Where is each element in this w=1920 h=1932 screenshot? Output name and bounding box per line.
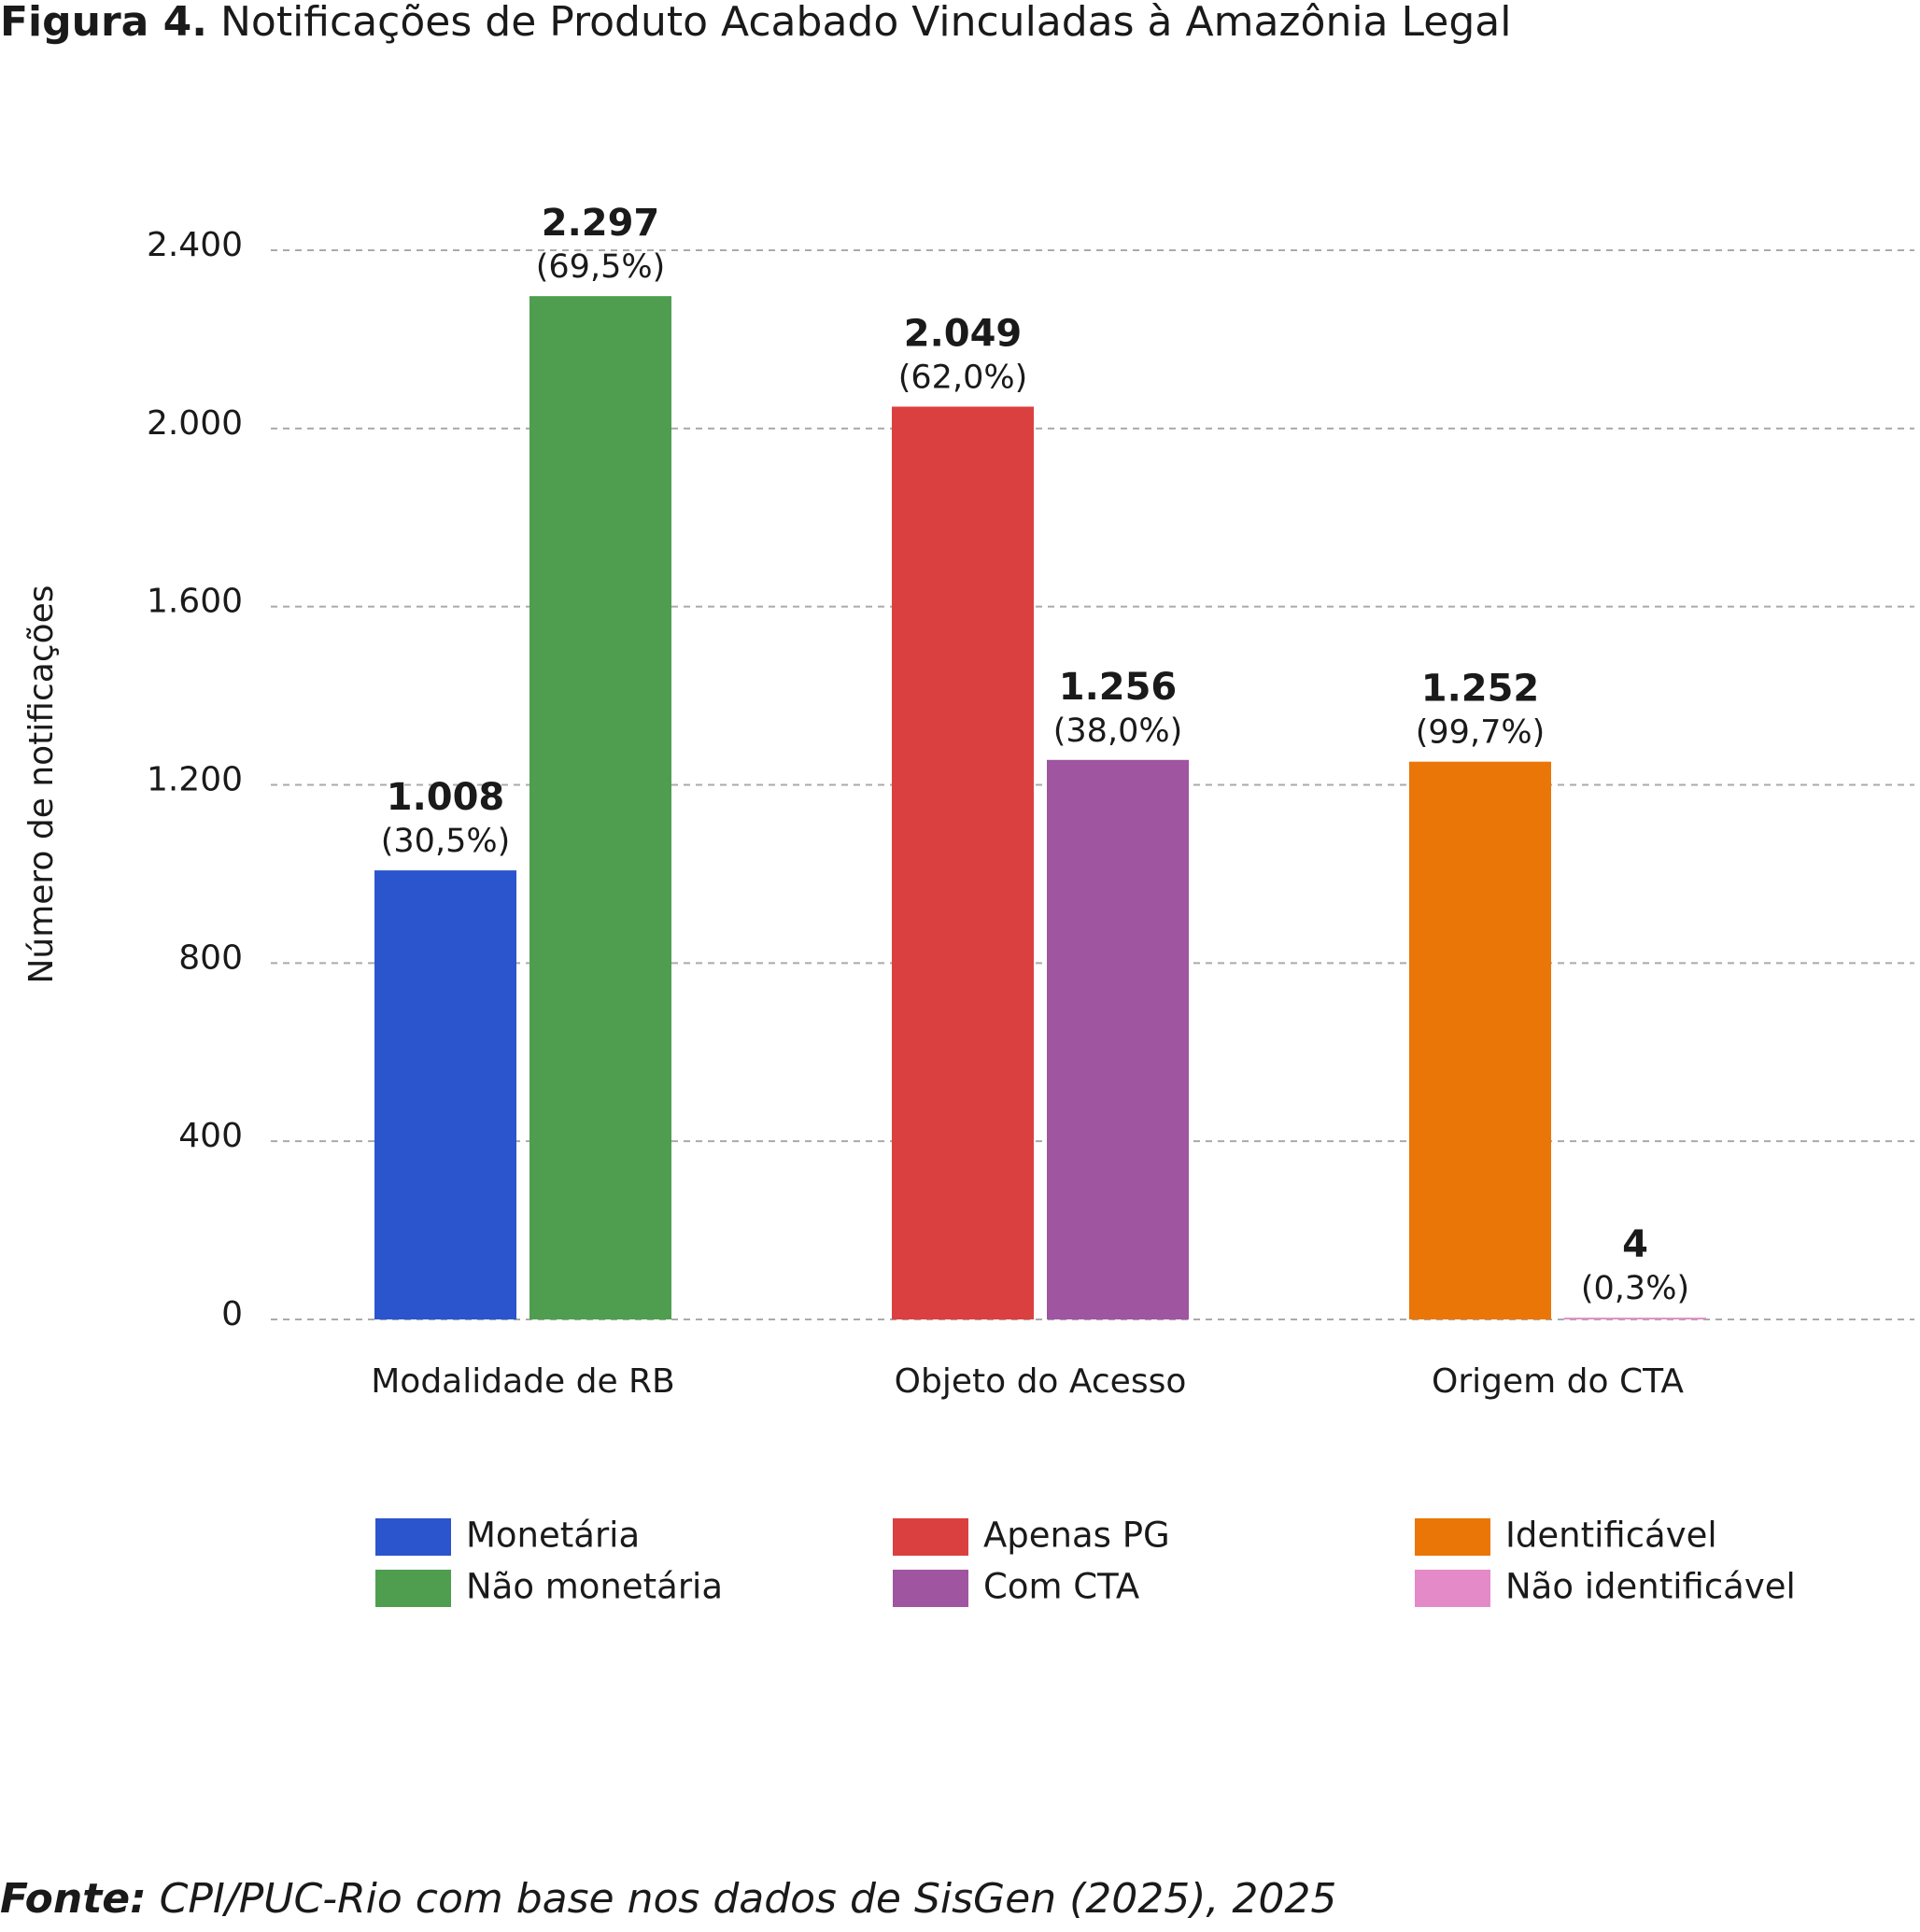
value-label: 1.008 <box>387 776 505 819</box>
y-tick-label: 800 <box>178 938 243 977</box>
value-label: 2.049 <box>904 312 1023 355</box>
x-tick-label: Origem do CTA <box>1432 1362 1684 1401</box>
value-label: 2.297 <box>542 202 660 245</box>
value-label: 4 <box>1622 1223 1648 1266</box>
bar <box>374 870 516 1319</box>
x-tick-label: Modalidade de RB <box>371 1362 675 1401</box>
legend-label: Monetária <box>466 1516 640 1556</box>
legend-swatch <box>375 1518 451 1556</box>
legend-label: Identificável <box>1505 1516 1717 1556</box>
title-text: Notificações de Produto Acabado Vinculad… <box>220 0 1511 46</box>
share-label: (30,5%) <box>381 823 511 860</box>
bar <box>892 406 1034 1319</box>
share-label: (62,0%) <box>898 359 1028 396</box>
bar <box>1047 759 1189 1319</box>
legend-swatch <box>893 1570 968 1607</box>
value-label: 1.256 <box>1059 666 1178 709</box>
chart-title: Figura 4. Notificações de Produto Acabad… <box>0 0 1511 46</box>
legend-label: Apenas PG <box>983 1516 1170 1556</box>
share-label: (99,7%) <box>1416 714 1546 752</box>
bar <box>1564 1318 1706 1319</box>
source-text: CPI/PUC-Rio com base nos dados de SisGen… <box>160 1875 1337 1923</box>
share-label: (38,0%) <box>1053 712 1183 750</box>
y-tick-label: 0 <box>221 1295 243 1333</box>
share-label: (0,3%) <box>1581 1270 1689 1307</box>
y-tick-label: 400 <box>178 1117 243 1155</box>
y-axis-title: Número de notificações <box>22 585 61 983</box>
bar <box>529 296 671 1319</box>
bar <box>1409 761 1551 1319</box>
y-tick-label: 2.000 <box>147 404 243 443</box>
figure-label: Figura 4. <box>0 0 207 46</box>
legend-swatch <box>893 1518 968 1556</box>
source-label: Fonte: <box>0 1875 147 1923</box>
y-tick-label: 1.600 <box>147 583 243 621</box>
share-label: (69,5%) <box>536 248 666 286</box>
source: Fonte: CPI/PUC-Rio com base nos dados de… <box>0 1875 1336 1923</box>
legend-swatch <box>375 1570 451 1607</box>
legend-label: Não monetária <box>466 1567 723 1607</box>
legend-label: Com CTA <box>983 1567 1139 1607</box>
value-label: 1.252 <box>1421 668 1540 711</box>
legend-swatch <box>1415 1518 1490 1556</box>
legend-label: Não identificável <box>1505 1567 1796 1607</box>
y-tick-label: 1.200 <box>147 761 243 799</box>
y-tick-label: 2.400 <box>147 226 243 264</box>
legend-swatch <box>1415 1570 1490 1607</box>
x-tick-label: Objeto do Acesso <box>895 1362 1187 1401</box>
